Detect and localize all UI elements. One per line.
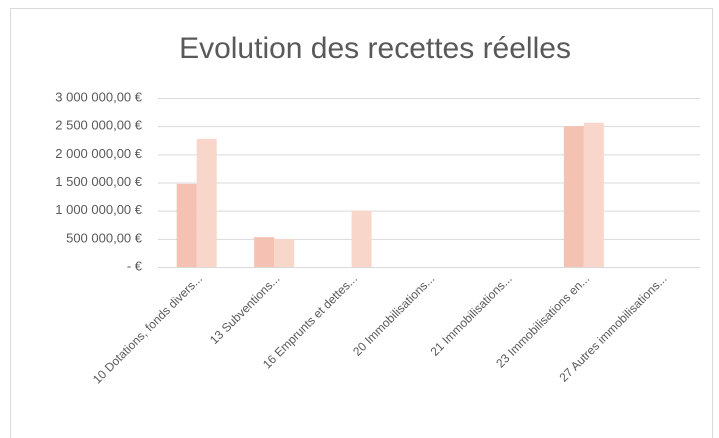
- y-tick-label: 1 500 000,00 €: [55, 174, 143, 189]
- y-tick-label: 2 500 000,00 €: [55, 118, 143, 133]
- bar: [563, 126, 584, 268]
- y-tick-label: 3 000 000,00 €: [55, 89, 143, 104]
- y-tick-label: 1 000 000,00 €: [55, 202, 143, 217]
- bar: [176, 183, 197, 267]
- bar: [274, 239, 295, 267]
- bar: [254, 237, 275, 267]
- y-tick-label: - €: [127, 258, 143, 273]
- bar: [196, 138, 217, 267]
- chart-title: Evolution des recettes réelles: [179, 32, 571, 65]
- bar: [351, 210, 372, 267]
- bar: [583, 122, 604, 267]
- y-tick-label: 500 000,00 €: [66, 230, 143, 245]
- y-tick-label: 2 000 000,00 €: [55, 146, 143, 161]
